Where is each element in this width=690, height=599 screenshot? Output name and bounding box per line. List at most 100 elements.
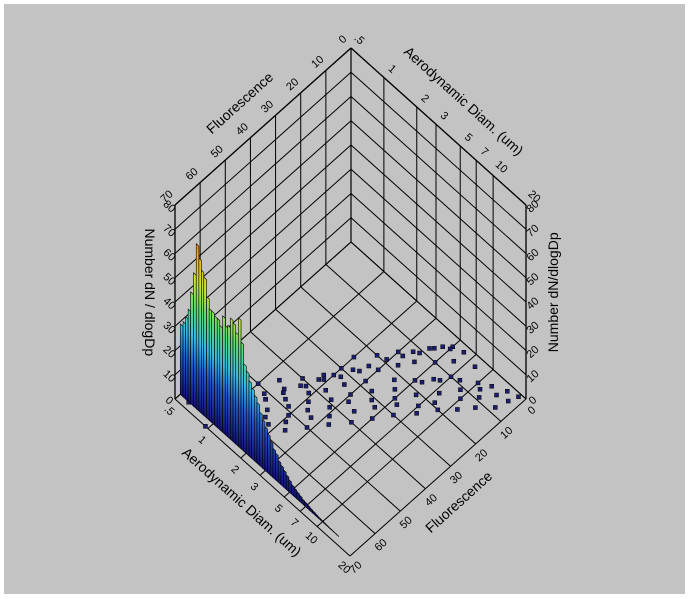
scatter-point bbox=[331, 372, 337, 378]
scatter-point bbox=[392, 377, 397, 383]
scatter-point bbox=[448, 374, 454, 379]
scatter-point bbox=[342, 382, 347, 387]
scatter-point bbox=[321, 377, 327, 382]
histogram-bar bbox=[312, 509, 316, 517]
histogram-bar bbox=[293, 487, 298, 500]
floor-fluor-gridline bbox=[325, 264, 502, 422]
tick-fluorescence-bottom: 40 bbox=[423, 492, 440, 509]
scatter-point bbox=[308, 415, 314, 420]
left-wall-gridline bbox=[174, 144, 352, 303]
tick-fluorescence-bottom: 0 bbox=[526, 404, 539, 417]
scatter-point bbox=[369, 397, 374, 403]
tick-diameter-top: 3 bbox=[438, 110, 451, 123]
scatter-point bbox=[306, 399, 311, 405]
histogram-bar bbox=[277, 459, 282, 486]
tick-fluorescence-bottom: 60 bbox=[373, 537, 390, 554]
histogram-bar bbox=[301, 498, 306, 507]
histogram-bar bbox=[245, 370, 250, 457]
scatter-point bbox=[412, 359, 417, 365]
scatter-point bbox=[419, 379, 425, 385]
tick-fluorescence-bottom: 10 bbox=[498, 425, 515, 442]
scatter-point bbox=[437, 378, 443, 383]
scatter-point bbox=[493, 405, 498, 410]
histogram-bar bbox=[232, 322, 237, 445]
floor-fluor-gridline bbox=[300, 286, 477, 445]
scatter-point bbox=[369, 388, 374, 394]
scatter-point bbox=[281, 390, 286, 395]
histogram-bar bbox=[187, 308, 191, 405]
tick-fluorescence-top: 60 bbox=[184, 166, 201, 183]
scatter-point bbox=[338, 374, 344, 380]
histogram-bar bbox=[256, 401, 261, 467]
floor-fluor-gridline bbox=[250, 331, 426, 490]
histogram-bar bbox=[267, 433, 271, 476]
scatter-point bbox=[432, 346, 437, 351]
scatter-point bbox=[417, 350, 422, 356]
histogram-bar bbox=[198, 257, 202, 414]
histogram-bar bbox=[216, 317, 221, 431]
scatter-point bbox=[327, 405, 332, 410]
tick-diameter-top: .5 bbox=[352, 32, 367, 47]
tick-fluorescence-top: 10 bbox=[309, 54, 326, 71]
left-wall-gridline bbox=[174, 96, 352, 254]
histogram-bar bbox=[208, 308, 213, 424]
scatter-point bbox=[461, 349, 467, 355]
histogram-bar bbox=[203, 276, 207, 419]
scatter-point bbox=[281, 386, 287, 392]
scatter-point bbox=[457, 377, 463, 383]
scatter-point bbox=[349, 420, 354, 425]
right-wall-gridline bbox=[350, 71, 527, 230]
histogram-bar bbox=[317, 515, 321, 521]
right-wall-gridline bbox=[350, 217, 527, 376]
histogram-bar bbox=[288, 478, 292, 495]
floor-fluor-gridline bbox=[224, 353, 401, 512]
scatter-point bbox=[316, 377, 321, 382]
histogram-bar bbox=[285, 474, 290, 493]
scatter-point bbox=[473, 405, 478, 410]
tick-diameter-top: 7 bbox=[478, 146, 491, 159]
scatter-point bbox=[505, 388, 510, 394]
tick-diameter-bottom: .5 bbox=[162, 403, 177, 418]
histogram-bar bbox=[185, 315, 189, 403]
scatter-point bbox=[283, 396, 288, 402]
scatter-point bbox=[384, 357, 389, 362]
scatter-point bbox=[447, 346, 453, 352]
histogram-bar bbox=[307, 504, 311, 512]
histogram-bar bbox=[214, 315, 218, 429]
histogram-bar bbox=[219, 324, 223, 433]
scatter-point bbox=[392, 396, 398, 401]
scatter-point bbox=[203, 424, 208, 429]
tick-diameter-top: 5 bbox=[462, 131, 475, 144]
histogram-bar bbox=[336, 533, 340, 538]
scatter-point bbox=[372, 405, 378, 410]
right-wall-gridline bbox=[350, 96, 527, 254]
tick-diameter-bottom: 10 bbox=[303, 530, 320, 547]
tick-diameter-top: 10 bbox=[493, 159, 510, 176]
scatter-point bbox=[374, 353, 380, 358]
floor-fluor-gridline bbox=[350, 241, 527, 400]
histogram-bar bbox=[224, 324, 229, 438]
scatter-point bbox=[298, 383, 303, 388]
histogram-bar bbox=[182, 320, 186, 400]
scatter-point bbox=[476, 395, 482, 400]
scatter-point bbox=[350, 367, 356, 372]
scatter-point bbox=[339, 366, 344, 371]
top-right-edge bbox=[350, 47, 527, 206]
histogram-bar bbox=[333, 531, 337, 536]
histogram-bar bbox=[264, 425, 268, 474]
scatter-point bbox=[414, 411, 419, 416]
scatter-point bbox=[303, 383, 309, 389]
histogram-bar bbox=[248, 380, 252, 459]
scatter-point bbox=[412, 378, 418, 383]
scatter-point bbox=[369, 416, 375, 421]
tick-diameter-bottom: 20 bbox=[335, 559, 352, 576]
tick-fluorescence-top: 20 bbox=[284, 76, 301, 93]
scatter-point bbox=[326, 422, 332, 427]
right-wall-gridline bbox=[350, 168, 527, 327]
tick-fluorescence-top: 0 bbox=[337, 33, 350, 46]
scatter-point bbox=[458, 396, 463, 401]
histogram-bar bbox=[243, 363, 247, 455]
scatter-point bbox=[396, 349, 401, 355]
tick-number-right: 40 bbox=[524, 295, 541, 312]
